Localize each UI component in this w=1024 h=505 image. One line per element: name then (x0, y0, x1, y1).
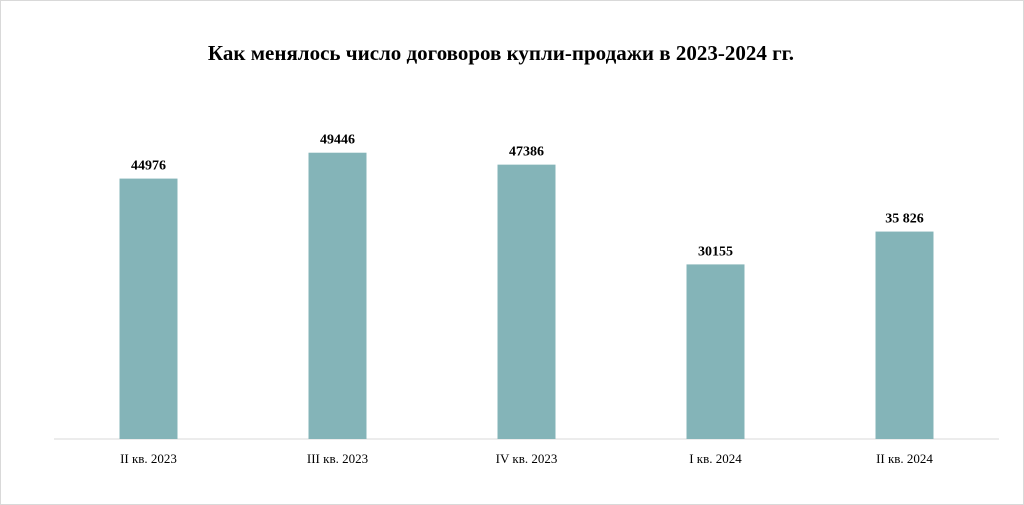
data-label: 35 826 (885, 212, 924, 227)
bar (875, 231, 934, 439)
data-label: 49446 (320, 133, 355, 148)
bar (497, 164, 556, 439)
category-label: I кв. 2024 (689, 451, 742, 466)
category-label: III кв. 2023 (307, 451, 368, 466)
bar (686, 264, 745, 439)
data-label: 47386 (509, 145, 544, 160)
data-label: 44976 (131, 159, 166, 174)
data-label: 30155 (698, 244, 733, 259)
category-label: IV кв. 2023 (496, 451, 558, 466)
bar (308, 152, 367, 440)
bar (119, 178, 178, 439)
chart-title: Как менялось число договоров купли-прода… (207, 41, 795, 65)
category-label: II кв. 2024 (876, 451, 933, 466)
category-label: II кв. 2023 (120, 451, 177, 466)
